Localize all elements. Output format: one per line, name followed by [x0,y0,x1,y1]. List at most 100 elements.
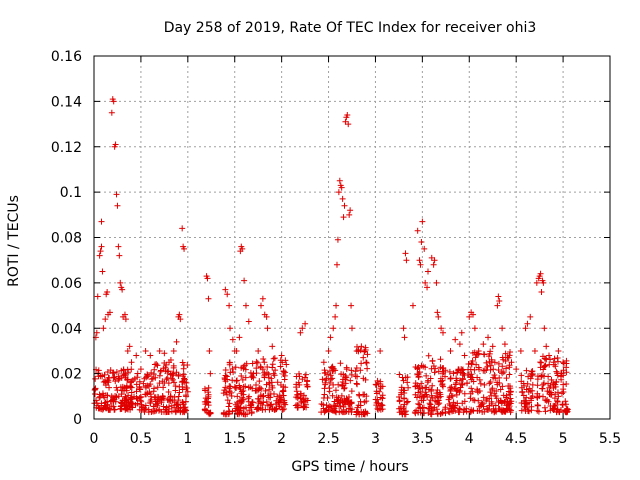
data-point [401,409,408,416]
data-point [563,357,570,364]
data-point [229,365,236,372]
data-point [523,394,530,401]
data-point [319,376,326,383]
data-point [416,384,423,391]
data-point [117,279,124,286]
data-point [271,355,278,362]
data-point [280,387,287,394]
data-point [468,371,475,378]
data-point [299,325,306,332]
data-point [279,388,286,395]
data-point [106,406,113,413]
data-point [554,398,561,405]
data-point [490,366,497,373]
data-point [405,384,412,391]
data-point [379,395,386,402]
data-point [240,410,247,417]
data-point [339,195,346,202]
data-point [233,378,240,385]
data-point [104,288,111,295]
data-point [326,388,333,395]
data-point [119,286,126,293]
data-point [128,359,135,366]
data-point [242,383,249,390]
data-point [279,406,286,413]
data-point [417,388,424,395]
data-point [543,397,550,404]
data-point [480,341,487,348]
data-point [167,397,174,404]
data-point [268,375,275,382]
data-point [232,364,239,371]
data-point [154,396,161,403]
data-point [434,309,441,316]
data-point [233,377,240,384]
data-point [161,350,168,357]
data-point [495,293,502,300]
data-point [470,407,477,414]
data-point [542,408,549,415]
data-point [332,313,339,320]
data-point [435,401,442,408]
data-point [329,407,336,414]
data-point [376,388,383,395]
data-point [522,325,529,332]
data-point [163,376,170,383]
data-point [230,369,237,376]
data-point [362,408,369,415]
data-point [547,356,554,363]
data-point [534,382,541,389]
data-point [344,111,351,118]
data-point [269,364,276,371]
data-point [552,381,559,388]
data-point [266,386,273,393]
data-point [206,410,213,417]
data-point [451,385,458,392]
data-point [257,400,264,407]
x-axis-label: GPS time / hours [291,459,408,475]
data-point [518,372,525,379]
data-point [360,354,367,361]
data-point [428,392,435,399]
data-point [507,388,514,395]
data-point [564,405,571,412]
data-point [278,394,285,401]
data-point [201,398,208,405]
data-point [149,375,156,382]
data-point [241,277,248,284]
data-point [122,393,129,400]
data-point [126,343,133,350]
data-point [166,405,173,412]
data-point [401,401,408,408]
data-point [179,399,186,406]
data-point [446,400,453,407]
data-point [170,370,177,377]
data-point [478,401,485,408]
data-point [160,384,167,391]
data-point [226,385,233,392]
data-point [330,381,337,388]
data-point [450,399,457,406]
data-point [507,395,514,402]
data-point [113,191,120,198]
data-point [563,401,570,408]
data-point [430,363,437,370]
data-point [207,370,214,377]
data-point [439,383,446,390]
data-point [233,347,240,354]
data-point [479,400,486,407]
data-point [551,395,558,402]
data-point [485,353,492,360]
data-point [123,382,130,389]
data-point [154,384,161,391]
data-point [296,373,303,380]
data-point [149,408,156,415]
data-point [560,389,567,396]
data-point [241,362,248,369]
data-point [546,361,553,368]
data-point [274,379,281,386]
data-point [467,373,474,380]
data-point [434,410,441,417]
data-point [558,390,565,397]
data-point [143,374,150,381]
